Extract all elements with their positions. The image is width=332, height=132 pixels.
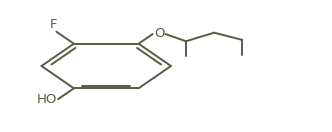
Text: O: O <box>154 27 165 40</box>
Text: HO: HO <box>37 93 57 106</box>
Text: F: F <box>50 18 57 31</box>
